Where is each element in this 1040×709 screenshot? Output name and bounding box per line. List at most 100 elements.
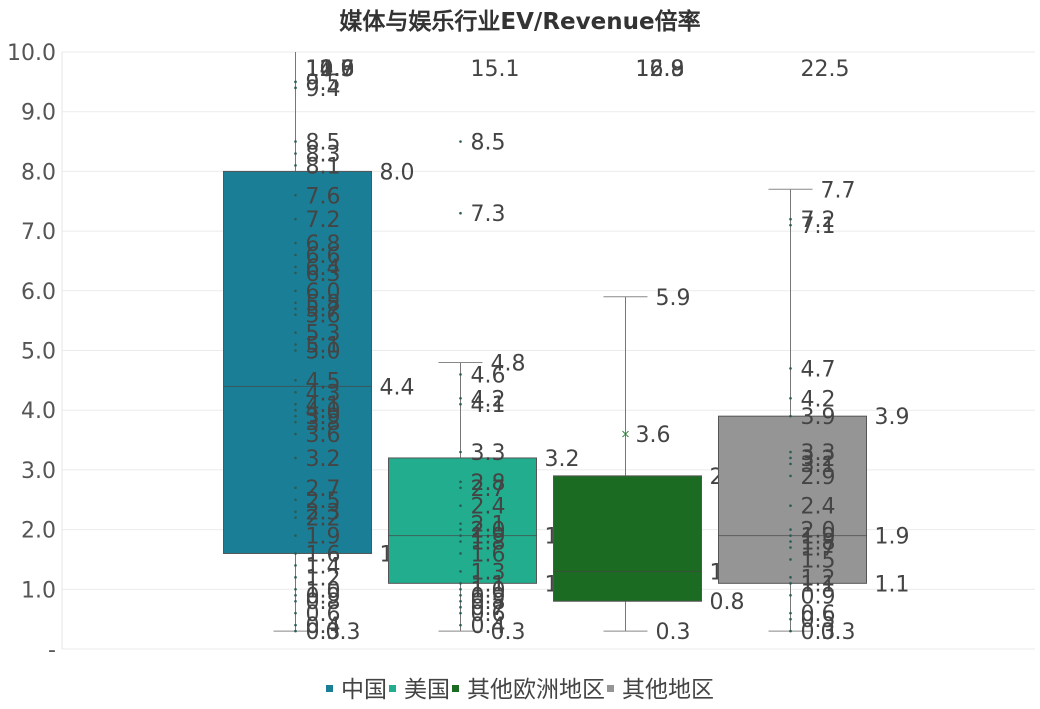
data-point (789, 576, 792, 579)
data-point (789, 223, 792, 227)
data-point (294, 486, 297, 490)
data-point (294, 516, 297, 519)
stat-label: 4.4 (380, 375, 415, 400)
point-label: 4.2 (801, 387, 836, 412)
data-point (294, 534, 297, 537)
legend-label: 中国 (341, 677, 387, 703)
legend-label: 其他地区 (622, 677, 714, 703)
y-tick-label: 9.0 (21, 101, 56, 126)
point-label: 0.9 (306, 584, 341, 609)
box (388, 457, 537, 584)
data-point (294, 331, 297, 334)
stat-label: 3.6 (636, 423, 671, 448)
point-label: 4.2 (471, 387, 506, 412)
overflow-label: 12.5 (306, 57, 355, 82)
data-point (789, 367, 792, 370)
data-point (294, 152, 297, 155)
legend-item: 其他地区 (607, 670, 714, 704)
point-label: 0.4 (471, 614, 506, 639)
point-label: 0.4 (306, 614, 341, 639)
point-label: 1.5 (801, 548, 836, 573)
y-tick-label: 6.0 (21, 280, 56, 305)
data-point (789, 528, 792, 531)
min-label: 0.3 (821, 620, 856, 645)
point-label: 8.1 (306, 154, 341, 179)
data-point (294, 164, 297, 167)
data-point (459, 480, 462, 484)
point-label: 8.5 (306, 131, 341, 156)
point-label: 3.9 (306, 405, 341, 430)
data-point (789, 611, 792, 615)
data-point (459, 588, 462, 591)
data-point (459, 211, 462, 215)
point-label: 0.9 (471, 584, 506, 609)
point-label: 0.8 (306, 590, 341, 615)
data-point (789, 629, 792, 633)
point-label: 1.7 (801, 537, 836, 562)
legend-swatch (326, 685, 333, 692)
box (718, 415, 867, 584)
y-tick-label: 4.0 (21, 399, 56, 424)
overflow-label: 22.5 (801, 57, 850, 82)
point-label: 0.6 (306, 602, 341, 627)
data-point (789, 558, 792, 561)
point-label: 0.6 (801, 602, 836, 627)
stat-label: 4.8 (491, 351, 526, 376)
stat-label: 3.2 (545, 447, 580, 472)
point-label: 0.3 (306, 620, 341, 645)
data-point (459, 522, 462, 525)
data-point (294, 253, 297, 257)
stat-label: 0.8 (710, 590, 745, 615)
legend-item: 其他欧洲地区 (452, 670, 605, 704)
point-label: 5.3 (306, 322, 341, 347)
point-label: 1.1 (801, 572, 836, 597)
point-label: 4.3 (306, 381, 341, 406)
point-label: 5.0 (306, 340, 341, 365)
point-label: 1.2 (306, 566, 341, 591)
data-point (294, 593, 297, 597)
data-point (459, 570, 462, 573)
stat-label: 5.9 (656, 286, 691, 311)
point-label: 3.3 (471, 441, 506, 466)
legend-item: 美国 (389, 670, 450, 704)
point-label: 5.8 (306, 292, 341, 317)
y-tick-label: - (48, 638, 56, 663)
y-tick-label: 8.0 (21, 160, 56, 185)
point-label: 1.6 (306, 542, 341, 567)
point-label: 1.2 (801, 566, 836, 591)
point-label: 0.6 (471, 602, 506, 627)
data-point (294, 510, 297, 513)
legend-label: 其他欧洲地区 (467, 677, 605, 703)
point-label: 7.2 (306, 208, 341, 233)
overflow-label: 14.0 (306, 57, 355, 82)
data-point (789, 540, 792, 543)
data-point (294, 307, 297, 311)
point-label: 0.5 (801, 608, 836, 633)
data-point (789, 462, 792, 466)
point-label: 7.2 (801, 208, 836, 233)
data-point (294, 140, 297, 143)
data-point (789, 456, 792, 460)
y-tick-label: 1.0 (21, 578, 56, 603)
chart-title: 媒体与娱乐行业EV/Revenue倍率 (339, 9, 701, 35)
data-point (294, 349, 297, 352)
point-label: 4.1 (306, 393, 341, 418)
data-point (459, 486, 462, 490)
point-label: 0.8 (471, 590, 506, 615)
point-label: 3.3 (801, 441, 836, 466)
stat-label: 8.0 (380, 160, 415, 185)
data-point (294, 86, 297, 90)
point-label: 6.4 (306, 256, 341, 281)
legend-swatch (607, 685, 614, 692)
data-point (459, 373, 462, 376)
point-label: 0.7 (471, 596, 506, 621)
point-label: 2.4 (801, 495, 836, 520)
point-label: 3.6 (306, 423, 341, 448)
point-label: 5.7 (306, 298, 341, 323)
overflow-label: 10.7 (306, 57, 355, 82)
data-point (294, 420, 297, 424)
box (553, 475, 702, 602)
stat-label: 7.7 (821, 178, 856, 203)
data-point (294, 241, 297, 245)
